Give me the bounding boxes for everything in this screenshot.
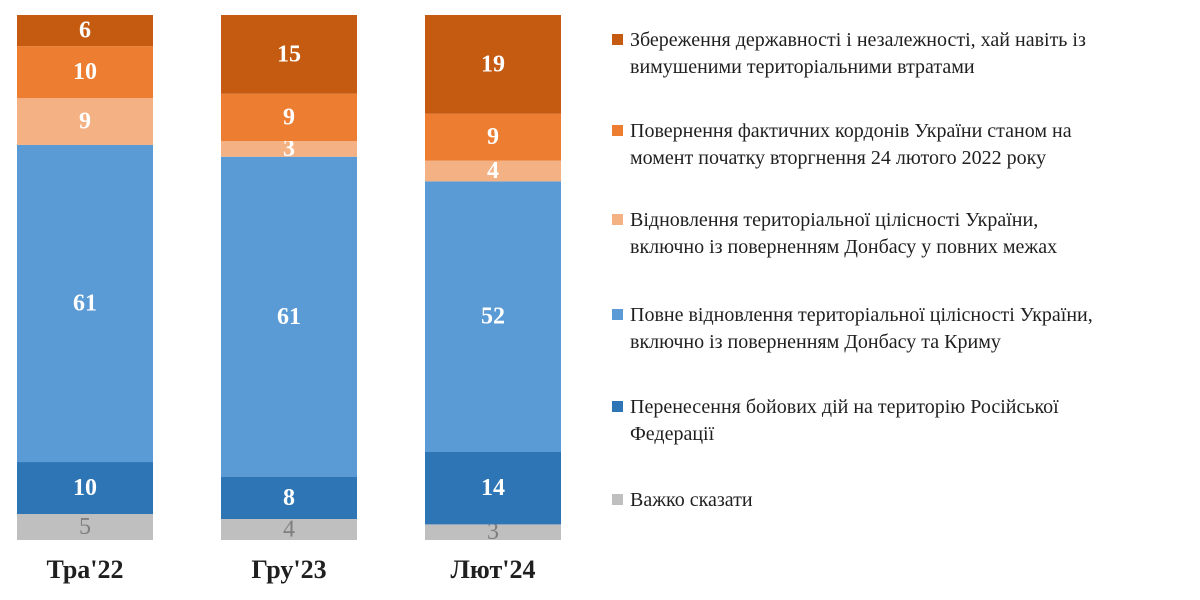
bar-value-label: 4 — [487, 158, 499, 184]
bar-segment-2-2 — [221, 477, 357, 519]
legend-label: Повне відновлення територіальної цілісно… — [630, 304, 1093, 353]
bar-segment-1-6 — [17, 15, 153, 47]
legend-label: Перенесення бойових дій на територію Рос… — [630, 396, 1059, 445]
bar-segment-3-6 — [425, 15, 561, 114]
bar-segment-3-4 — [425, 160, 561, 182]
legend-swatch — [612, 125, 623, 136]
bar-value-label: 10 — [73, 59, 97, 85]
bar-segment-1-5 — [17, 46, 153, 99]
legend-swatch — [612, 494, 623, 505]
legend-label: Важко сказати — [630, 489, 753, 511]
category-label: Гру'23 — [251, 555, 326, 584]
bar-value-label: 52 — [481, 303, 505, 329]
legend-label: Відновлення територіальної цілісності Ук… — [630, 209, 1058, 258]
bar-value-label: 9 — [487, 124, 499, 150]
bar-value-label: 3 — [487, 519, 499, 545]
legend-item-hard-to-say: Важко сказати — [612, 487, 1197, 514]
bar-segment-3-3 — [425, 181, 561, 452]
bar-value-label: 61 — [73, 290, 97, 316]
bar-value-label: 19 — [481, 51, 505, 77]
bar-segment-2-1 — [221, 519, 357, 540]
bar-value-label: 10 — [73, 475, 97, 501]
legend-label: Повернення фактичних кордонів України ст… — [630, 120, 1072, 169]
legend-swatch — [612, 34, 623, 45]
category-label: Тра'22 — [46, 555, 123, 584]
bar-value-label: 15 — [277, 41, 301, 67]
bar-value-label: 5 — [79, 514, 91, 540]
bar-segment-1-2 — [17, 462, 153, 515]
bar-value-label: 8 — [283, 485, 295, 511]
legend-item-transfer-to-russia: Перенесення бойових дій на територію Рос… — [612, 394, 1197, 448]
category-label: Лют'24 — [451, 555, 536, 584]
legend-item-preserve-statehood: Збереження державності і незалежності, х… — [612, 27, 1197, 81]
bar-segment-2-4 — [221, 141, 357, 157]
bar-value-label: 14 — [481, 475, 505, 501]
legend-item-full-restoration: Повне відновлення територіальної цілісно… — [612, 302, 1197, 356]
stacked-bar-chart: 5 10 61 9 10 6 Тра'22 4 8 61 3 9 15 Гру'23 3 14 52 4 9 19 Лю… — [17, 15, 561, 584]
legend-swatch — [612, 309, 623, 320]
bar-segment-3-2 — [425, 451, 561, 525]
bar-segment-2-6 — [221, 15, 357, 94]
bar-segment-3-1 — [425, 524, 561, 540]
bar-value-label: 6 — [79, 18, 91, 44]
bar-segment-1-1 — [17, 514, 153, 540]
bar-value-label: 61 — [277, 304, 301, 330]
bar-value-label: 9 — [283, 104, 295, 130]
legend-swatch — [612, 401, 623, 412]
legend-swatch — [612, 214, 623, 225]
legend-label: Збереження державності і незалежності, х… — [630, 29, 1086, 78]
legend-item-borders-feb-2022: Повернення фактичних кордонів України ст… — [612, 118, 1197, 172]
bar-segment-2-5 — [221, 93, 357, 141]
bar-value-label: 3 — [283, 136, 295, 162]
bar-segment-1-3 — [17, 144, 153, 463]
bar-segment-3-5 — [425, 113, 561, 161]
bar-segment-2-3 — [221, 156, 357, 477]
bar-value-label: 9 — [79, 109, 91, 135]
bar-segment-1-4 — [17, 98, 153, 145]
legend: Збереження державності і незалежності, х… — [612, 0, 1197, 600]
bar-value-label: 4 — [283, 517, 295, 543]
legend-item-restore-with-donbas: Відновлення територіальної цілісності Ук… — [612, 207, 1197, 261]
